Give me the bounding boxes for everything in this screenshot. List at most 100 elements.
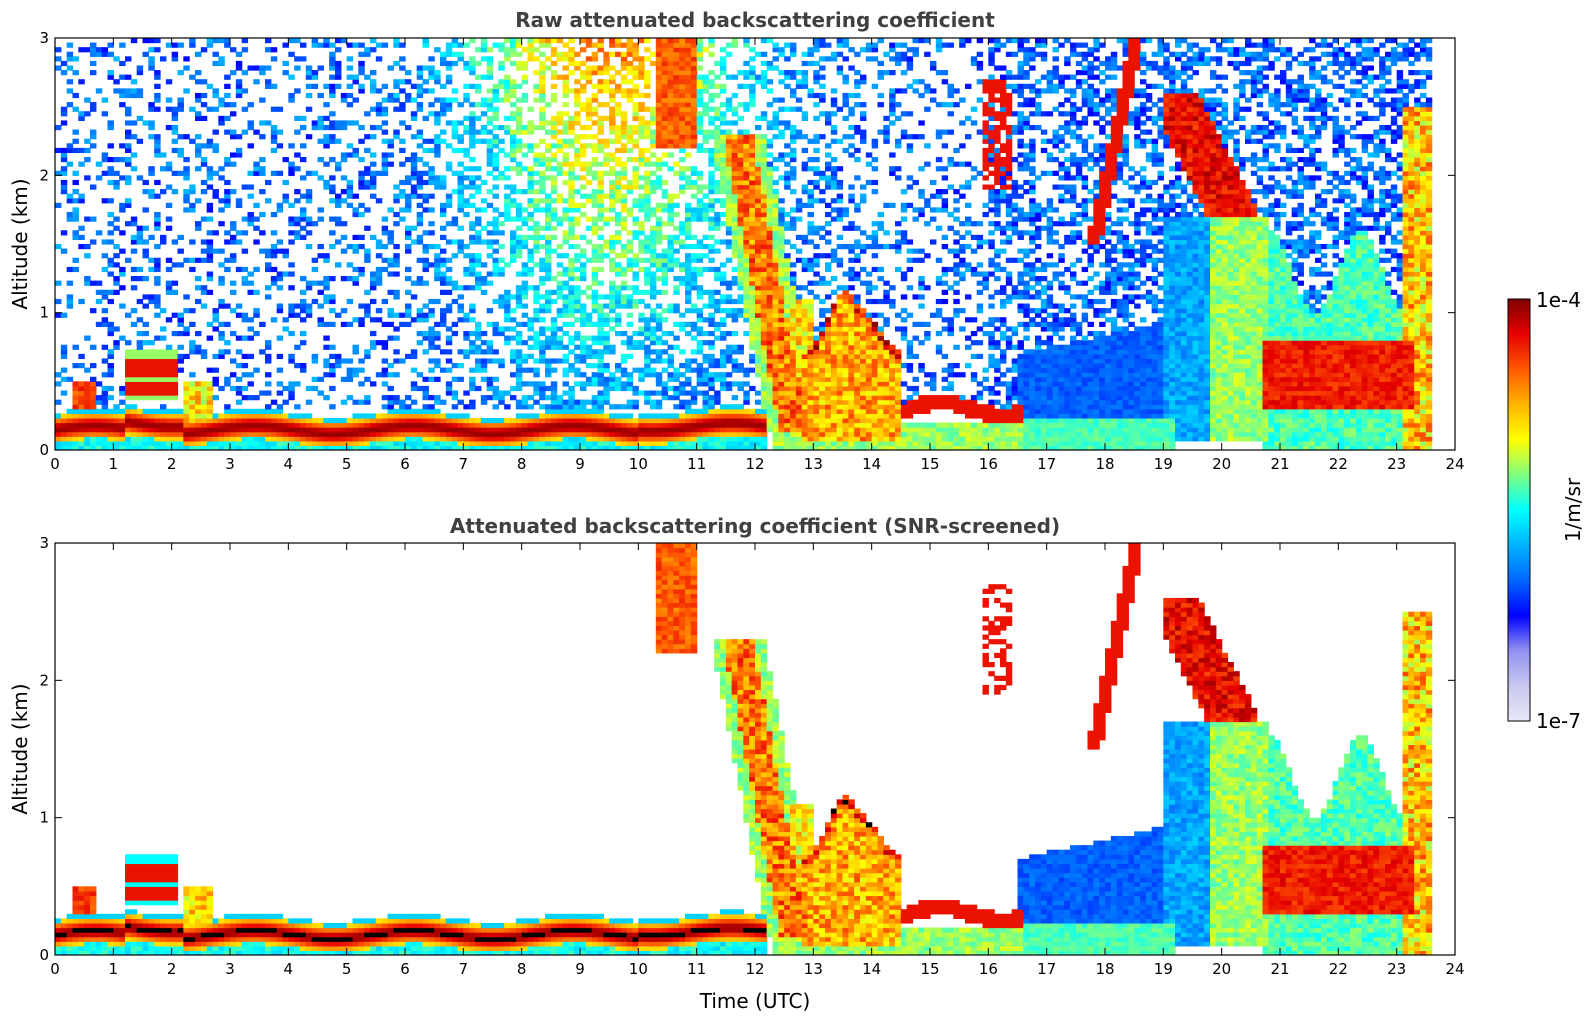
heatmap-cell xyxy=(189,308,196,314)
heatmap-cell xyxy=(708,179,715,186)
heatmap-cell xyxy=(276,143,284,149)
heatmap-cell xyxy=(113,79,120,85)
heatmap-cell xyxy=(702,83,709,89)
heatmap-cell xyxy=(335,440,342,447)
heatmap-cell xyxy=(550,216,558,222)
heatmap-cell xyxy=(533,344,540,350)
heatmap-cell xyxy=(107,262,114,268)
heatmap-cell xyxy=(200,440,208,447)
heatmap-cell xyxy=(655,221,663,227)
heatmap-cell xyxy=(440,317,447,323)
heatmap-cell xyxy=(422,445,429,450)
heatmap-cell xyxy=(685,280,692,286)
heatmap-cell xyxy=(148,353,155,360)
heatmap-cell xyxy=(405,266,412,273)
heatmap-cell xyxy=(632,440,639,447)
heatmap-cell xyxy=(370,431,377,437)
heatmap-cell xyxy=(370,234,377,241)
heatmap-cell xyxy=(148,298,155,305)
heatmap-cell xyxy=(142,239,149,245)
heatmap-cell xyxy=(55,440,62,447)
heatmap-cell xyxy=(405,70,412,76)
heatmap-cell xyxy=(305,422,313,428)
heatmap-cell xyxy=(235,239,243,245)
heatmap-cell xyxy=(504,92,511,99)
heatmap-cell xyxy=(597,216,604,222)
heatmap-cell xyxy=(434,330,441,337)
heatmap-cell xyxy=(644,390,651,396)
heatmap-cell xyxy=(591,170,599,176)
heatmap-cell xyxy=(673,47,680,53)
heatmap-cell xyxy=(212,440,219,447)
heatmap-cell xyxy=(725,239,733,245)
heatmap-cell xyxy=(352,193,359,199)
heatmap-cell xyxy=(644,349,651,355)
heatmap-cell xyxy=(154,70,161,76)
heatmap-cell xyxy=(66,280,74,286)
heatmap-cell xyxy=(358,317,365,323)
heatmap-cell xyxy=(171,367,179,373)
heatmap-cell xyxy=(381,440,389,447)
heatmap-cell xyxy=(311,385,319,392)
heatmap-cell xyxy=(708,257,715,263)
heatmap-cell xyxy=(743,422,750,428)
heatmap-cell xyxy=(276,335,284,341)
heatmap-cell xyxy=(113,340,120,346)
heatmap-cell xyxy=(95,445,103,450)
heatmap-cell xyxy=(399,193,406,199)
heatmap-cell xyxy=(410,440,418,447)
heatmap-cell xyxy=(696,326,704,332)
heatmap-cell xyxy=(375,431,383,437)
heatmap-cell xyxy=(673,143,680,149)
heatmap-cell xyxy=(562,298,569,305)
heatmap-cell xyxy=(125,436,132,442)
heatmap-cell xyxy=(148,134,155,140)
heatmap-cell xyxy=(165,202,173,208)
heatmap-cell xyxy=(679,79,686,85)
heatmap-cell xyxy=(370,417,377,424)
heatmap-cell xyxy=(673,102,680,108)
heatmap-cell xyxy=(84,436,91,442)
heatmap-cell xyxy=(650,239,657,245)
heatmap-cell xyxy=(580,47,587,53)
heatmap-cell xyxy=(445,390,453,396)
heatmap-cell xyxy=(480,431,488,437)
heatmap-cell xyxy=(638,413,645,419)
heatmap-cell xyxy=(696,239,704,245)
heatmap-cell xyxy=(708,395,715,401)
heatmap-cell xyxy=(620,271,628,277)
heatmap-cell xyxy=(230,440,237,447)
heatmap-cell xyxy=(685,216,692,222)
heatmap-cell xyxy=(580,381,587,387)
heatmap-cell xyxy=(737,413,744,419)
heatmap-cell xyxy=(183,385,190,392)
heatmap-cell xyxy=(381,161,389,167)
heatmap-cell xyxy=(632,202,639,208)
heatmap-cell xyxy=(206,385,214,392)
heatmap-cell xyxy=(574,399,581,405)
heatmap-cell xyxy=(644,330,651,337)
heatmap-cell xyxy=(90,440,97,447)
heatmap-cell xyxy=(189,395,196,401)
heatmap-cell xyxy=(620,88,628,94)
heatmap-cell xyxy=(428,413,435,419)
heatmap-cell xyxy=(247,280,254,286)
heatmap-cell xyxy=(527,344,534,350)
heatmap-cell xyxy=(189,74,196,80)
heatmap-cell xyxy=(90,427,97,433)
heatmap-cell xyxy=(475,207,482,213)
heatmap-cell xyxy=(346,102,354,108)
heatmap-cell xyxy=(101,395,109,401)
heatmap-cell xyxy=(445,308,453,314)
heatmap-cell xyxy=(428,367,435,373)
heatmap-cell xyxy=(305,170,313,176)
heatmap-cell xyxy=(358,175,365,181)
heatmap-cell xyxy=(125,422,132,428)
heatmap-cell xyxy=(160,404,167,410)
heatmap-cell xyxy=(119,390,126,396)
heatmap-cell xyxy=(288,143,295,149)
heatmap-cell xyxy=(300,417,307,424)
heatmap-cell xyxy=(644,193,651,199)
heatmap-cell xyxy=(457,431,464,437)
heatmap-cell xyxy=(632,234,639,241)
